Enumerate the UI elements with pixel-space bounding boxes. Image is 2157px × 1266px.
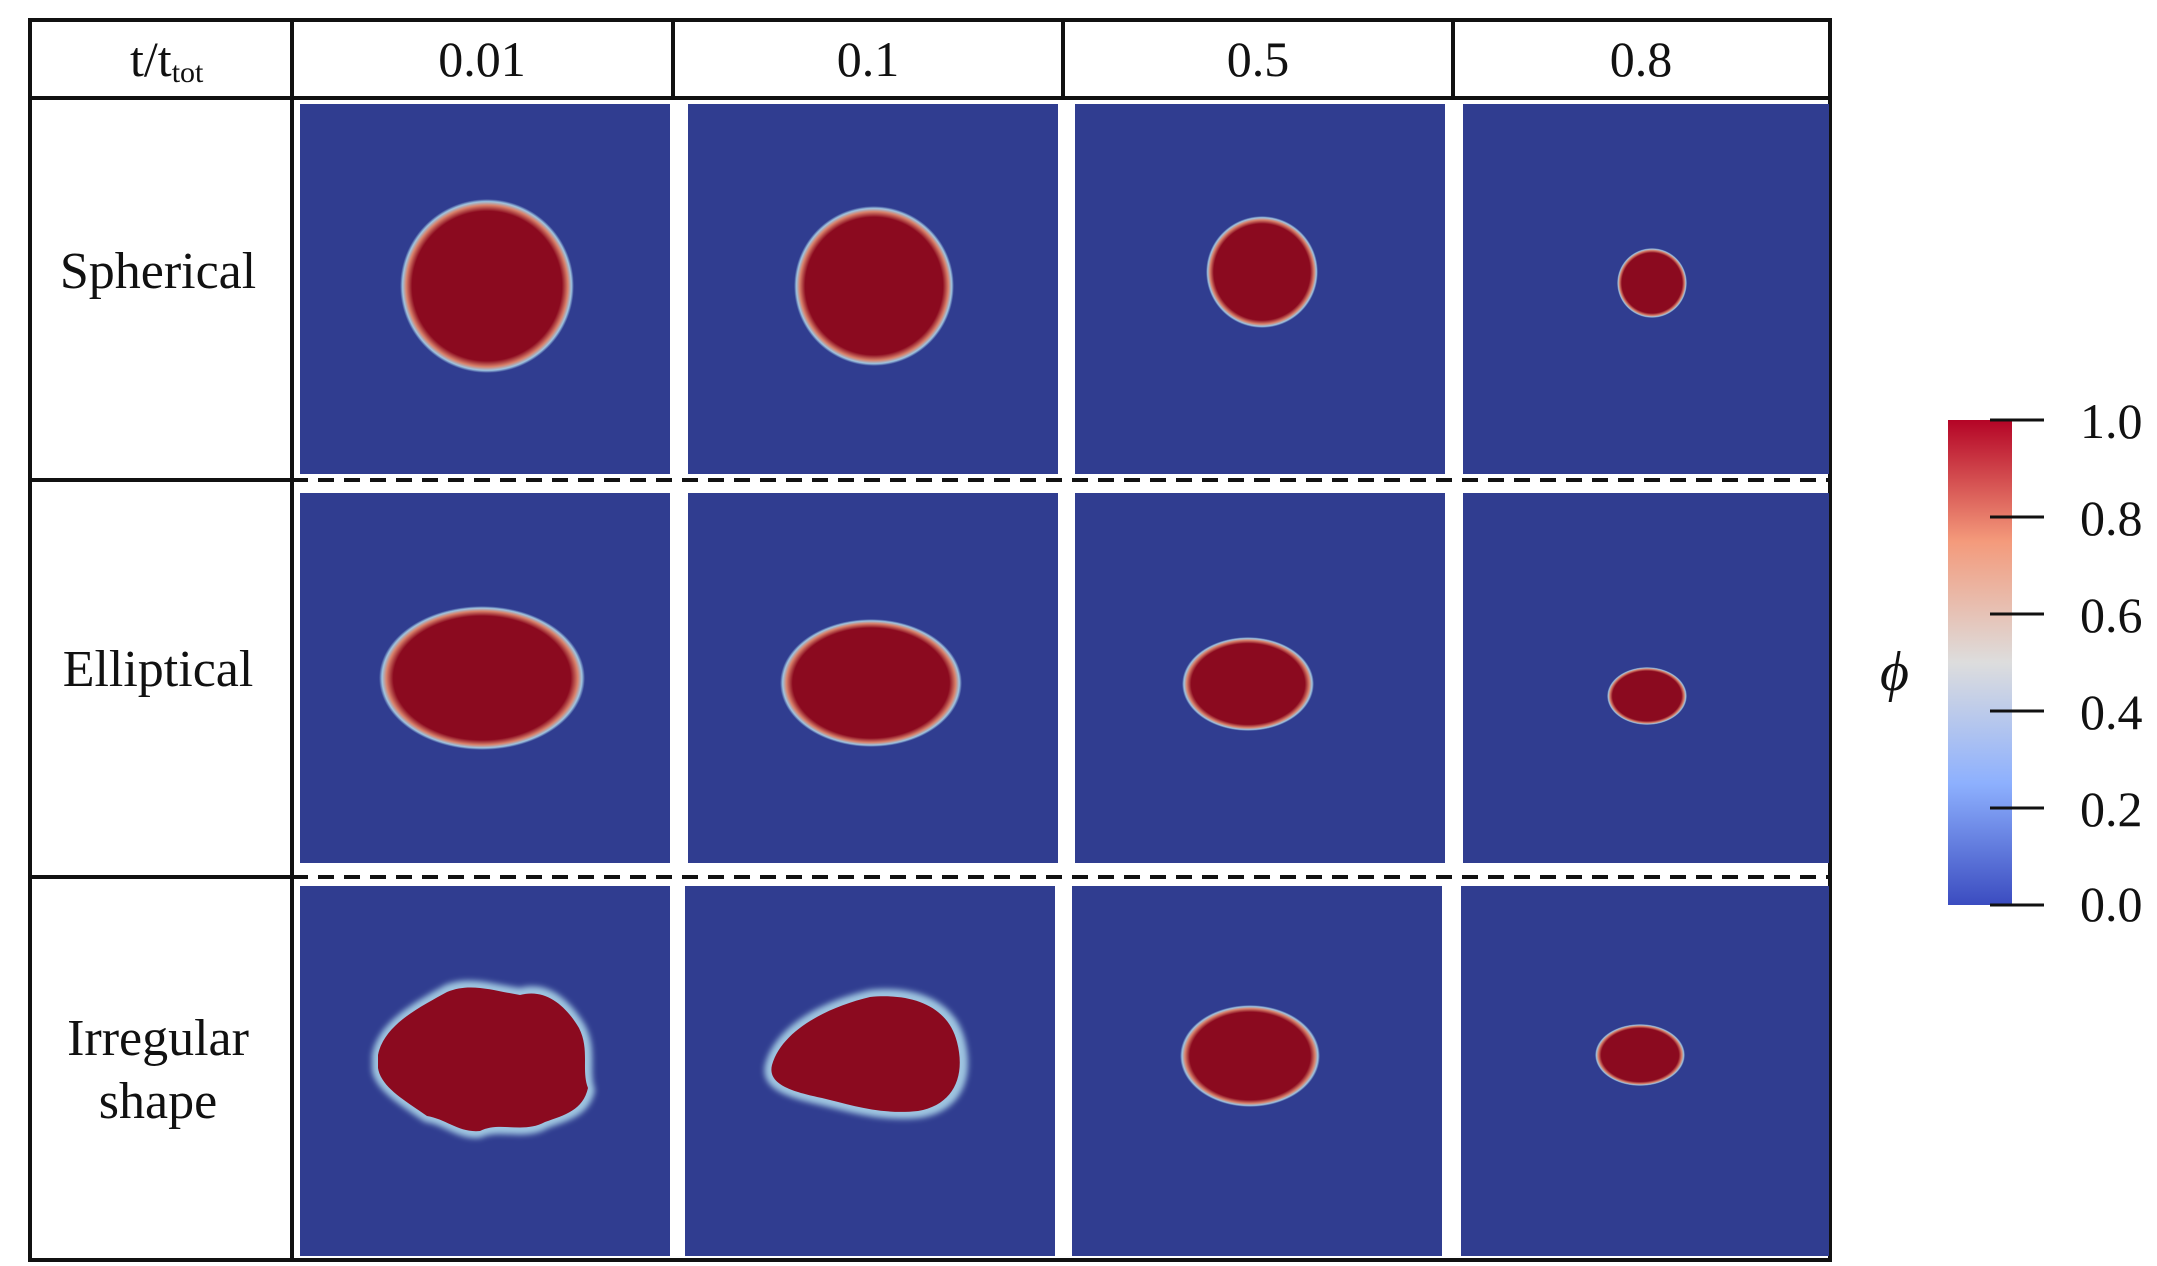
- row-labels: Spherical Elliptical Irregular shape: [60, 243, 256, 1130]
- colorbar-tick-0.0: 0.0: [2080, 876, 2143, 932]
- droplet-elliptical-0: [379, 606, 585, 750]
- header-time-0: 0.01: [438, 31, 526, 87]
- droplet-irregular-3: [1595, 1024, 1685, 1086]
- colorbar-tick-1.0: 1.0: [2080, 393, 2143, 449]
- colorbar-tick-0.2: 0.2: [2080, 781, 2143, 837]
- colorbar-symbol-phi: ϕ: [1880, 641, 1909, 703]
- droplet-elliptical-2: [1182, 637, 1314, 731]
- colorbar-tick-0.6: 0.6: [2080, 587, 2143, 643]
- droplet-spherical-0: [400, 199, 574, 373]
- droplet-irregular-2: [1180, 1005, 1320, 1107]
- droplet-irregular-0: [372, 980, 595, 1139]
- colorbar-tick-0.8: 0.8: [2080, 490, 2143, 546]
- droplet-elliptical-1: [780, 619, 962, 747]
- colorbar-tick-0.4: 0.4: [2080, 684, 2143, 740]
- row-label-elliptical: Elliptical: [63, 641, 254, 698]
- row-irregular: [300, 886, 1829, 1256]
- header-time-2: 0.5: [1227, 31, 1290, 87]
- header-time-1: 0.1: [837, 31, 900, 87]
- row-label-irregular-line2: shape: [99, 1073, 217, 1130]
- header-time-3: 0.8: [1610, 31, 1673, 87]
- colorbar: 1.0 0.8 0.6 0.4 0.2 0.0 ϕ: [1880, 393, 2143, 932]
- header-time-label: t/ttot: [130, 31, 204, 89]
- colorbar-gradient: [1948, 420, 2012, 905]
- header-row: t/ttot 0.01 0.1 0.5 0.8: [130, 31, 1672, 89]
- row-label-irregular-line1: Irregular: [67, 1010, 249, 1067]
- row-label-spherical: Spherical: [60, 243, 256, 300]
- droplet-spherical-2: [1206, 216, 1318, 328]
- droplet-irregular-1: [764, 989, 968, 1119]
- droplet-spherical-1: [794, 206, 954, 366]
- droplet-spherical-3: [1617, 248, 1687, 318]
- row-spherical: [300, 104, 1829, 474]
- droplet-elliptical-3: [1607, 667, 1687, 725]
- table-grid: [28, 18, 1832, 1262]
- row-elliptical: [300, 493, 1829, 863]
